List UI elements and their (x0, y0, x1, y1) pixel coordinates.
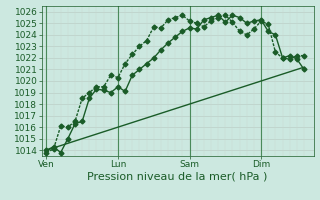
X-axis label: Pression niveau de la mer( hPa ): Pression niveau de la mer( hPa ) (87, 172, 268, 182)
